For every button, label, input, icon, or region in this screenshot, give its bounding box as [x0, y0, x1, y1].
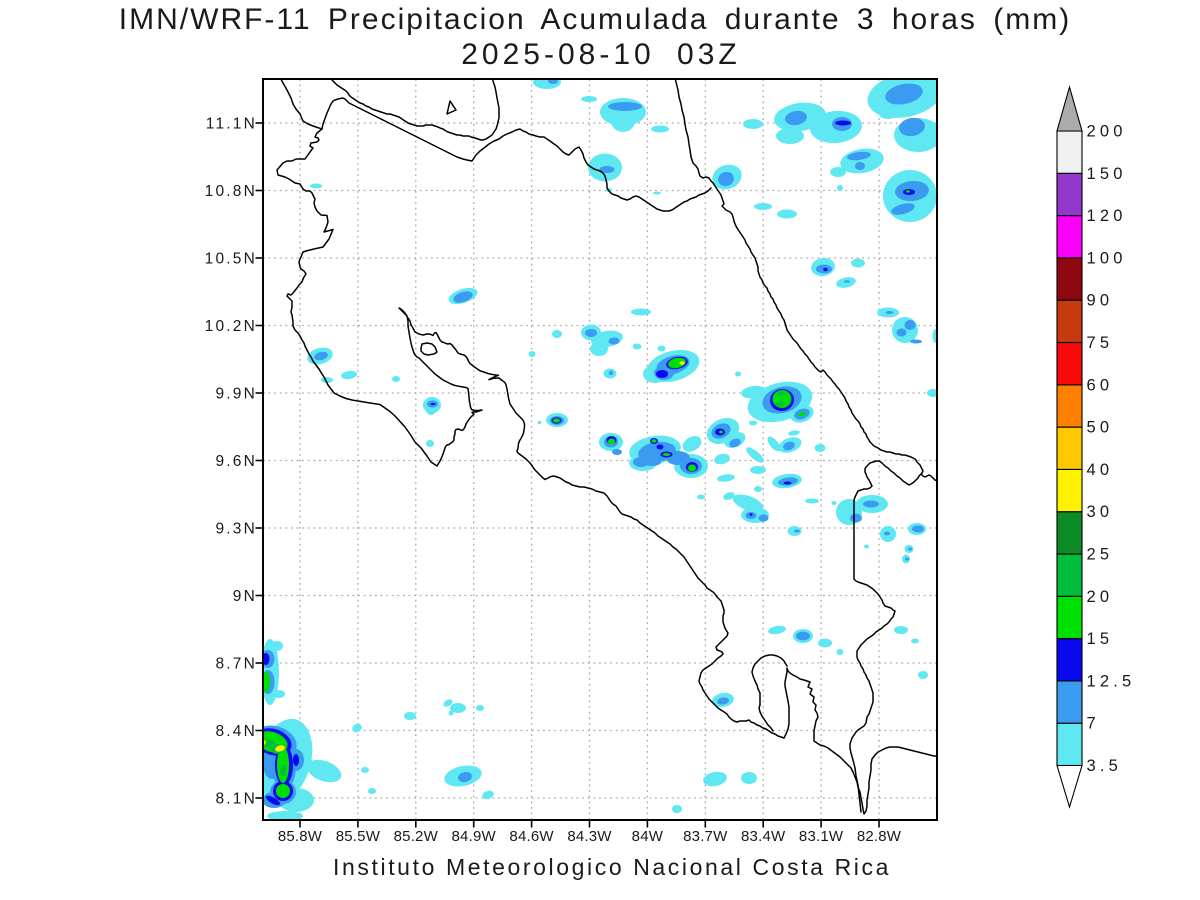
svg-text:83.7W: 83.7W: [683, 828, 728, 845]
svg-text:IMN/WRF-11 Precipitacion Acumu: IMN/WRF-11 Precipitacion Acumulada duran…: [119, 3, 1071, 36]
svg-text:100: 100: [1087, 249, 1127, 267]
svg-text:83.1W: 83.1W: [799, 828, 844, 845]
svg-text:85.2W: 85.2W: [394, 828, 439, 845]
svg-text:85.5W: 85.5W: [336, 828, 381, 845]
svg-text:12.5: 12.5: [1087, 672, 1136, 690]
svg-text:2025-08-10 03Z: 2025-08-10 03Z: [461, 38, 741, 71]
svg-text:3.5: 3.5: [1087, 757, 1123, 775]
svg-text:84.6W: 84.6W: [509, 828, 554, 845]
svg-text:10.2N: 10.2N: [205, 318, 257, 335]
svg-text:50: 50: [1087, 419, 1114, 437]
svg-text:84.3W: 84.3W: [567, 828, 612, 845]
svg-text:83.4W: 83.4W: [741, 828, 786, 845]
svg-text:90: 90: [1087, 292, 1114, 310]
svg-text:84W: 84W: [632, 828, 664, 845]
svg-text:8.7N: 8.7N: [215, 656, 257, 673]
svg-text:15: 15: [1087, 630, 1114, 648]
svg-text:10.5N: 10.5N: [205, 251, 257, 268]
svg-text:75: 75: [1087, 334, 1114, 352]
svg-text:9.9N: 9.9N: [215, 386, 257, 403]
svg-text:40: 40: [1087, 461, 1114, 479]
svg-text:30: 30: [1087, 503, 1114, 521]
svg-text:120: 120: [1087, 207, 1127, 225]
svg-text:8.1N: 8.1N: [215, 791, 257, 808]
svg-text:8.4N: 8.4N: [215, 723, 257, 740]
svg-text:60: 60: [1087, 376, 1114, 394]
svg-text:7: 7: [1087, 715, 1100, 733]
svg-text:82.8W: 82.8W: [857, 828, 902, 845]
svg-text:84.9W: 84.9W: [452, 828, 497, 845]
svg-text:150: 150: [1087, 165, 1127, 183]
svg-text:9.3N: 9.3N: [215, 521, 257, 538]
svg-text:9N: 9N: [233, 588, 257, 605]
svg-text:11.1N: 11.1N: [206, 116, 257, 133]
svg-text:Instituto Meteorologico Nacion: Instituto Meteorologico Nacional Costa R…: [333, 854, 891, 880]
svg-text:25: 25: [1087, 546, 1114, 564]
svg-text:85.8W: 85.8W: [278, 828, 323, 845]
svg-text:200: 200: [1087, 123, 1127, 141]
svg-text:20: 20: [1087, 588, 1114, 606]
svg-text:9.6N: 9.6N: [215, 453, 257, 470]
svg-text:10.8N: 10.8N: [205, 183, 257, 200]
